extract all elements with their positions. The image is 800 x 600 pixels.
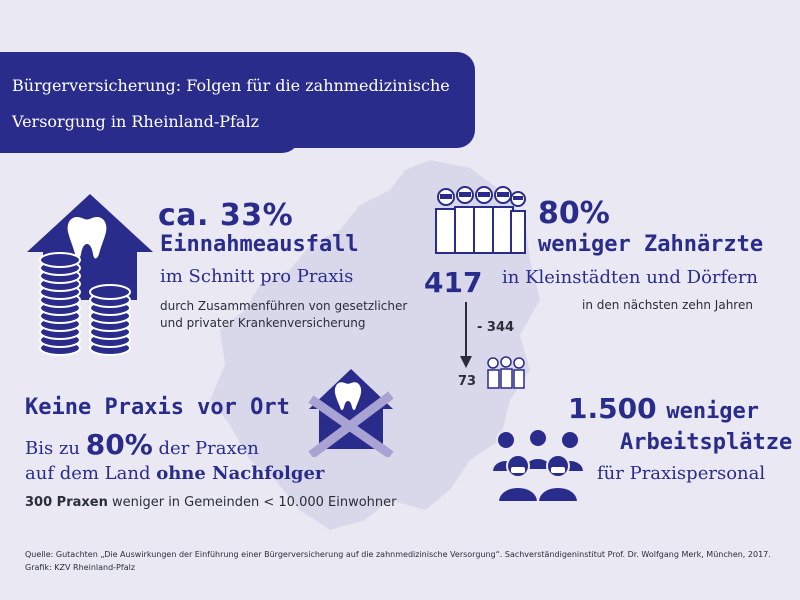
practice-bis-value: 80% bbox=[85, 428, 153, 461]
practice-headline: Keine Praxis vor Ort bbox=[25, 395, 290, 420]
title-line-2: Versorgung in Rheinland-Pfalz bbox=[12, 112, 260, 131]
income-headline: Einnahmeausfall bbox=[160, 232, 359, 257]
dentists-from-count: 417 bbox=[424, 266, 483, 299]
practice-count-bold: 300 Praxen bbox=[25, 495, 108, 510]
practice-bis: Bis zu 80% der Praxen bbox=[25, 428, 259, 461]
dentists-difference: - 344 bbox=[477, 320, 515, 335]
jobs-stat: 1.500 weniger bbox=[568, 392, 759, 425]
practice-land-bold: ohne Nachfolger bbox=[156, 463, 325, 484]
income-sub: im Schnitt pro Praxis bbox=[160, 266, 354, 287]
small-dentist-group-icon bbox=[487, 356, 525, 389]
title-band: Bürgerversicherung: Folgen für die zahnm… bbox=[0, 52, 475, 148]
practice-land-prefix: auf dem Land bbox=[25, 463, 151, 484]
source-note: Quelle: Gutachten „Die Auswirkungen der … bbox=[25, 548, 771, 574]
jobs-headline: Arbeitsplätze bbox=[620, 430, 793, 455]
dentists-stat: 80% bbox=[538, 196, 610, 231]
source-line-1: Quelle: Gutachten „Die Auswirkungen der … bbox=[25, 550, 771, 559]
income-stat: ca. 33% bbox=[158, 198, 294, 233]
down-arrow-icon bbox=[460, 302, 472, 368]
practice-count-rest: weniger in Gemeinden < 10.000 Einwohner bbox=[111, 495, 397, 510]
dentist-group-icon bbox=[435, 186, 526, 254]
coin-stack-icon bbox=[39, 252, 131, 356]
practice-bis-prefix: Bis zu bbox=[25, 438, 81, 459]
dentists-sub: in Kleinstädten und Dörfern bbox=[502, 267, 759, 288]
house-crossed-icon bbox=[308, 369, 394, 457]
income-detail: durch Zusammenführen von gesetzlicher un… bbox=[160, 298, 430, 332]
income-detail-line-2: und privater Krankenversicherung bbox=[160, 316, 366, 330]
dentists-headline: weniger Zahnärzte bbox=[538, 232, 764, 257]
jobs-sub: für Praxispersonal bbox=[597, 463, 766, 484]
people-masks-icon bbox=[490, 428, 586, 503]
title-line-1: Bürgerversicherung: Folgen für die zahnm… bbox=[12, 76, 450, 95]
practice-bis-suffix: der Praxen bbox=[158, 438, 259, 459]
dentists-to-count: 73 bbox=[458, 374, 477, 389]
jobs-stat-word: weniger bbox=[666, 399, 760, 424]
source-line-2: Grafik: KZV Rheinland-Pfalz bbox=[25, 563, 136, 572]
practice-count: 300 Praxen weniger in Gemeinden < 10.000… bbox=[25, 495, 397, 510]
income-detail-line-1: durch Zusammenführen von gesetzlicher bbox=[160, 299, 408, 313]
dentists-detail: in den nächsten zehn Jahren bbox=[582, 298, 753, 312]
practice-land: auf dem Land ohne Nachfolger bbox=[25, 463, 324, 484]
jobs-stat-number: 1.500 bbox=[568, 392, 657, 425]
